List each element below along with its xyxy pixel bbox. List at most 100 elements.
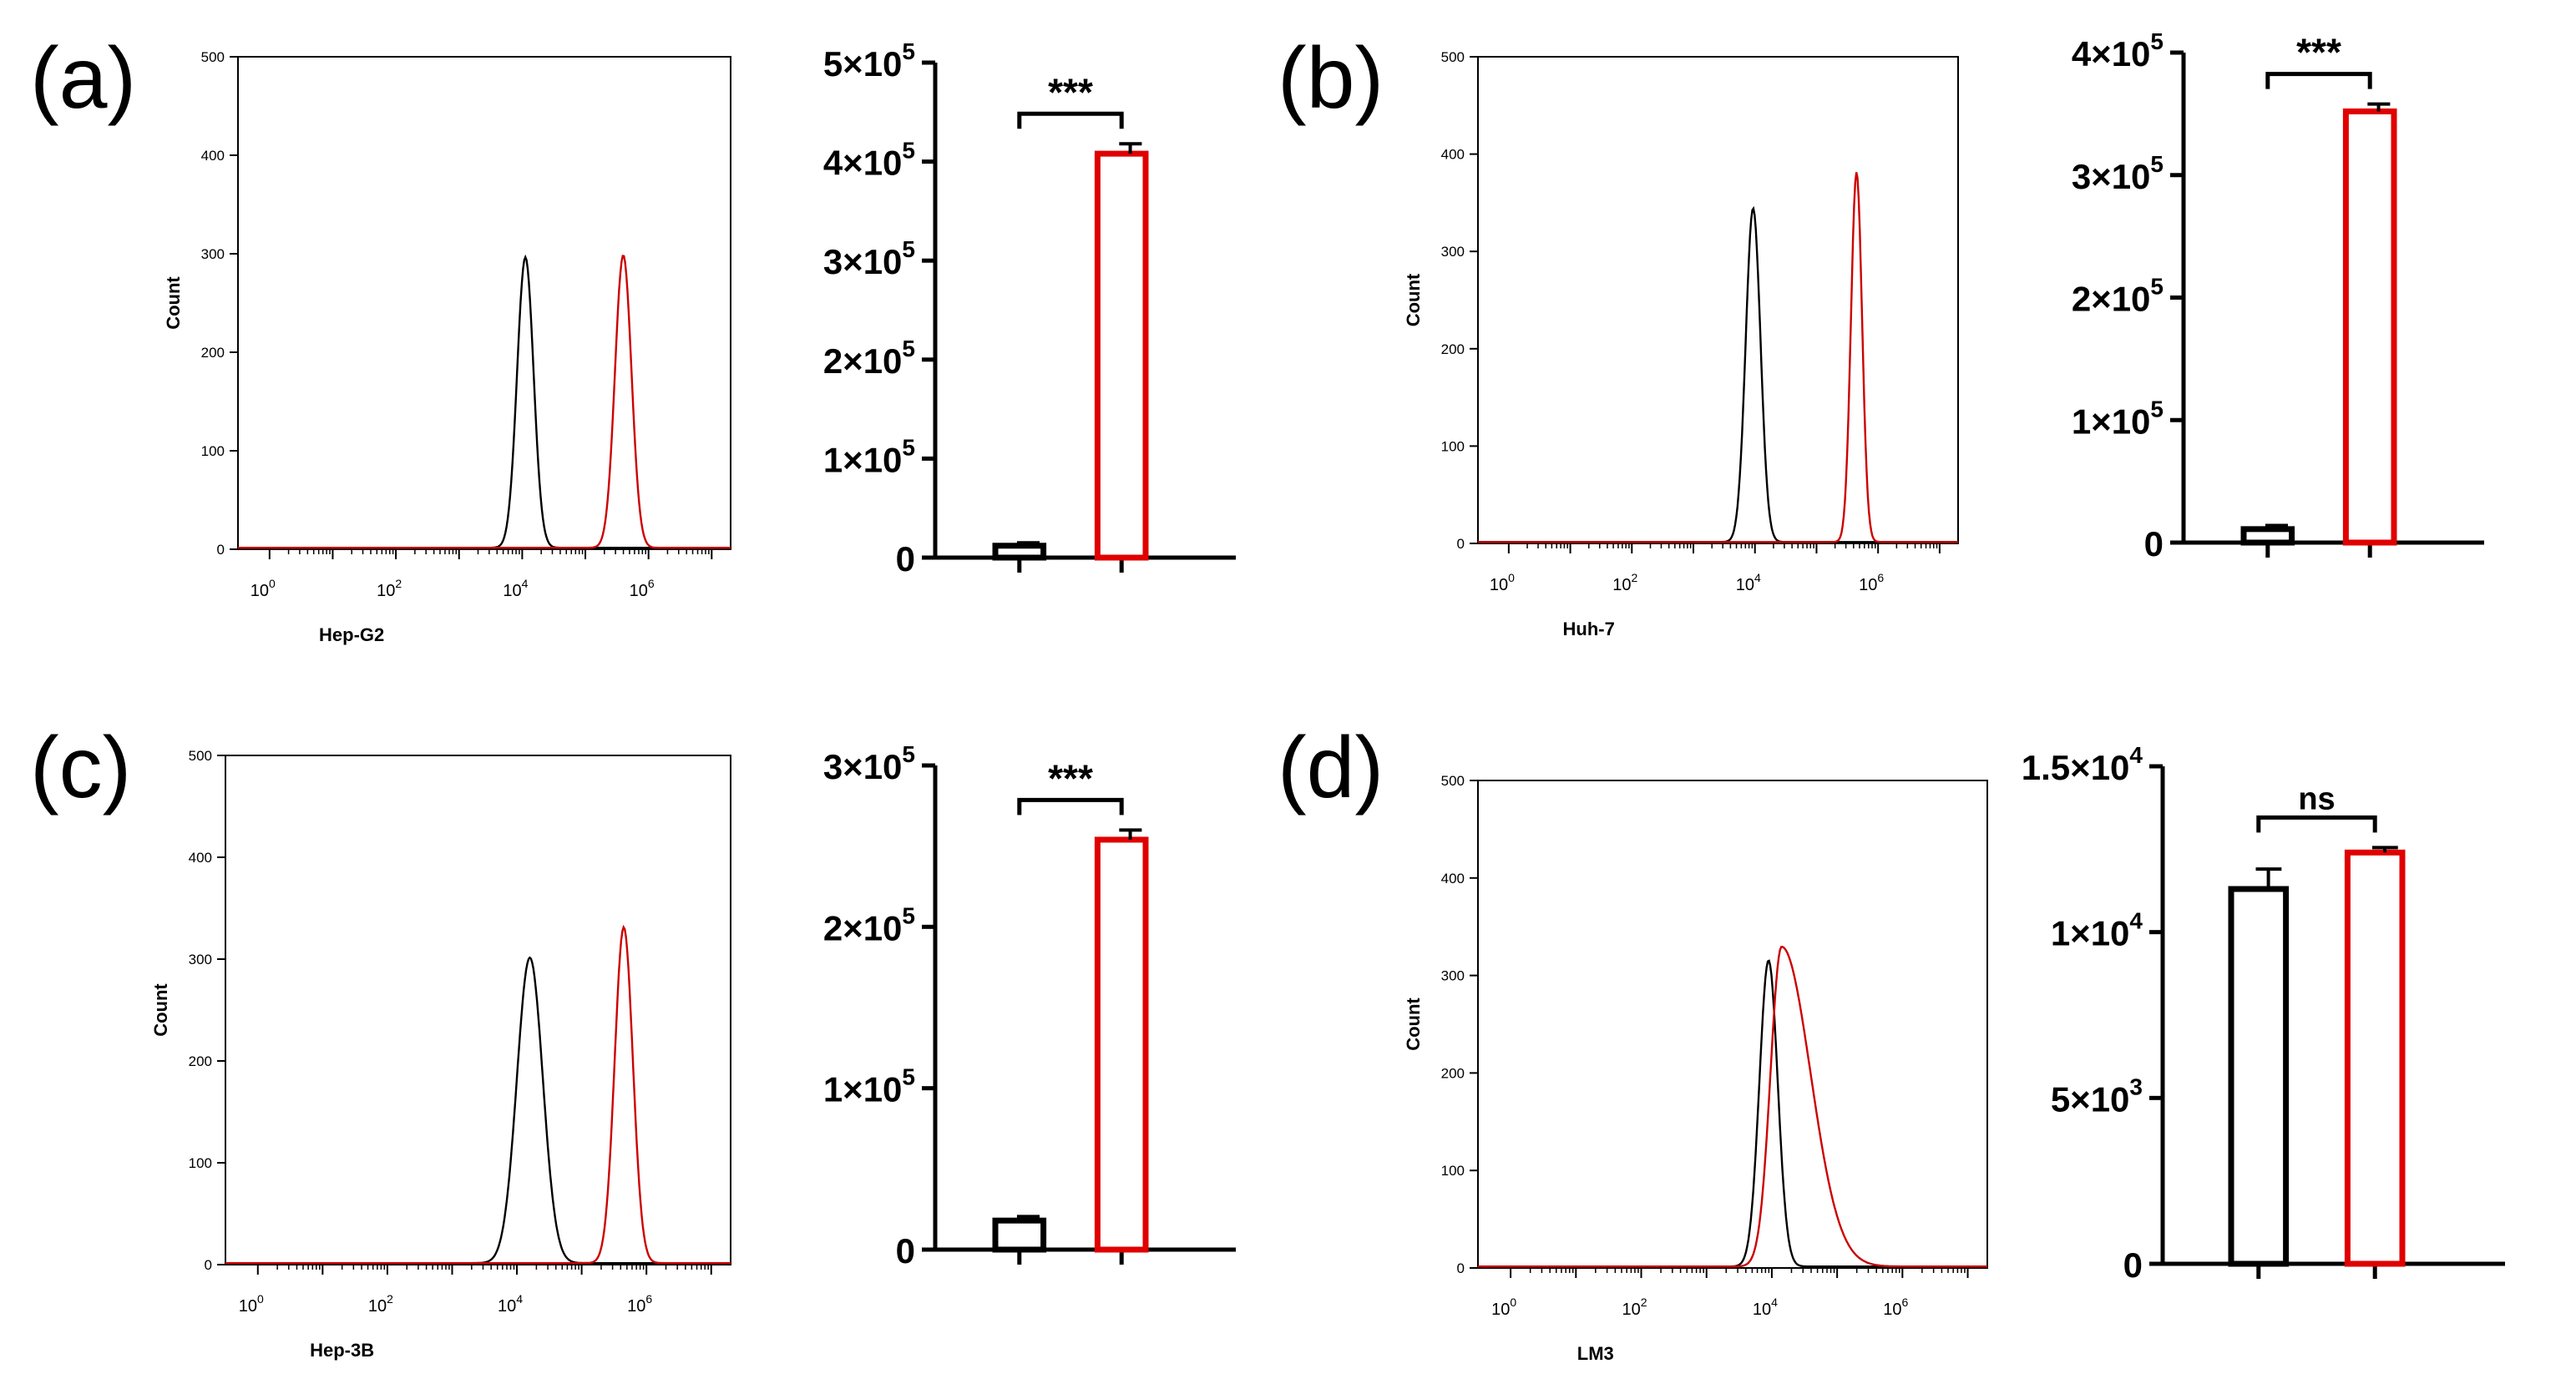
histogram-x-tick-label: 102 — [1612, 571, 1637, 594]
histogram-x-tick-label: 100 — [1491, 1296, 1516, 1319]
histogram-y-tick-label: 500 — [189, 748, 212, 764]
significance-label: *** — [1048, 756, 1093, 800]
histogram-x-tick-label: 106 — [627, 1292, 652, 1316]
bar-treated — [1094, 836, 1149, 1253]
significance-label: *** — [2296, 31, 2341, 74]
bar-treated — [1094, 150, 1149, 561]
histogram-x-tick-label: 104 — [498, 1292, 523, 1316]
bar-y-tick-label: 1×105 — [823, 1064, 915, 1109]
histogram-y-tick-label: 500 — [1441, 773, 1465, 789]
bar-y-tick-label: 1.5×104 — [2022, 742, 2143, 787]
histogram-y-tick-label: 300 — [1441, 968, 1465, 984]
histogram-y-tick-label: 200 — [201, 345, 225, 361]
histogram-y-tick-label: 0 — [1457, 1260, 1465, 1276]
bar-y-tick-label: 5×105 — [823, 38, 915, 83]
histogram-x-tick-label: 106 — [630, 577, 655, 600]
histogram-x-tick-label: 102 — [377, 577, 402, 600]
histogram-y-tick-label: 200 — [1441, 341, 1465, 357]
histogram-x-axis-label: LM3 — [1577, 1343, 1614, 1364]
panel-label-d: (d) — [1278, 720, 1384, 816]
bar-y-tick-label: 1×105 — [2072, 396, 2164, 441]
histogram-x-tick-label: 102 — [1622, 1296, 1647, 1319]
panel-label-c: (c) — [30, 720, 132, 816]
histogram-curve-control — [1478, 205, 1958, 543]
histogram-x-tick-label: 102 — [368, 1292, 393, 1316]
bar-y-tick-label: 4×105 — [2072, 28, 2164, 73]
histogram-y-tick-label: 200 — [1441, 1065, 1465, 1081]
histogram-y-axis-label: Count — [1403, 998, 1424, 1051]
histogram-y-tick-label: 100 — [1441, 438, 1465, 454]
histogram-y-tick-label: 0 — [205, 1257, 212, 1273]
histogram-y-tick-label: 100 — [189, 1155, 212, 1171]
histogram-y-tick-label: 0 — [217, 542, 225, 558]
bar-y-tick-label: 3×105 — [2072, 151, 2164, 196]
significance-bracket — [2265, 72, 2372, 89]
bar-control — [992, 1217, 1047, 1253]
bar-y-tick-label: 1×105 — [823, 434, 915, 479]
bar-treated — [2342, 108, 2397, 546]
histogram-curve-treated — [225, 924, 731, 1265]
histogram-x-axis-label: Hep-G2 — [319, 624, 384, 645]
bar-y-tick-label: 0 — [2144, 524, 2164, 563]
histogram-y-tick-label: 400 — [1441, 871, 1465, 886]
histogram-y-tick-label: 100 — [201, 443, 225, 459]
bar-y-tick-label: 4×105 — [823, 138, 915, 183]
histogram-x-tick-label: 100 — [1490, 571, 1515, 594]
histogram-frame — [1477, 56, 1959, 544]
histogram-curve-treated — [1478, 172, 1958, 543]
significance-label: ns — [2298, 781, 2335, 816]
bar-y-tick-label: 3×105 — [823, 236, 915, 281]
bar-control — [2240, 526, 2295, 546]
significance-bracket — [2256, 815, 2377, 833]
bar-y-tick-label: 0 — [896, 1231, 915, 1270]
histogram-y-axis-label: Count — [163, 276, 184, 330]
histogram-x-tick-label: 106 — [1859, 571, 1884, 594]
histogram-curve-treated — [1478, 946, 1987, 1268]
histogram-y-tick-label: 0 — [1457, 536, 1465, 552]
bar-y-tick-label: 2×105 — [823, 336, 915, 381]
histogram-x-tick-label: 104 — [1753, 1296, 1778, 1319]
histogram-curve-control — [238, 254, 731, 549]
histogram-y-tick-label: 300 — [1441, 244, 1465, 260]
histogram-x-tick-label: 100 — [251, 577, 276, 600]
histogram-y-tick-label: 500 — [1441, 49, 1465, 65]
bar-y-tick-label: 3×105 — [823, 741, 915, 786]
histogram-y-tick-label: 400 — [1441, 147, 1465, 163]
histogram-curve-treated — [238, 255, 731, 549]
significance-label: *** — [1048, 70, 1093, 114]
bar-y-tick-label: 2×105 — [2072, 274, 2164, 319]
bar-treated — [2344, 849, 2406, 1267]
histogram-y-tick-label: 400 — [201, 148, 225, 164]
histogram-y-tick-label: 500 — [201, 49, 225, 65]
histogram-curve-control — [1478, 959, 1987, 1268]
bar-y-tick-label: 2×105 — [823, 902, 915, 947]
panel-label-a: (a) — [30, 30, 137, 127]
histogram-frame — [225, 755, 731, 1265]
histogram-x-axis-label: Huh-7 — [1563, 619, 1615, 639]
histogram-y-tick-label: 300 — [189, 952, 212, 967]
bar-control — [992, 543, 1047, 561]
histogram-x-axis-label: Hep-3B — [310, 1340, 374, 1361]
bar-y-tick-label: 5×103 — [2051, 1073, 2143, 1119]
histogram-y-tick-label: 400 — [189, 850, 212, 866]
bar-control — [2228, 886, 2290, 1267]
histogram-frame — [1477, 780, 1988, 1269]
histogram-x-tick-label: 106 — [1883, 1296, 1908, 1319]
histogram-y-tick-label: 300 — [201, 246, 225, 262]
bar-y-tick-label: 0 — [2123, 1245, 2143, 1285]
bar-y-tick-label: 0 — [896, 539, 915, 578]
bar-y-tick-label: 1×104 — [2051, 908, 2143, 953]
histogram-y-axis-label: Count — [150, 983, 171, 1037]
panel-label-b: (b) — [1278, 30, 1384, 127]
histogram-y-tick-label: 100 — [1441, 1163, 1465, 1179]
significance-bracket — [1017, 797, 1124, 816]
histogram-y-axis-label: Count — [1403, 273, 1424, 326]
histogram-x-tick-label: 100 — [239, 1292, 264, 1316]
significance-bracket — [1017, 111, 1124, 129]
histogram-x-tick-label: 104 — [1736, 571, 1761, 594]
histogram-x-tick-label: 104 — [503, 577, 528, 600]
histogram-curve-control — [225, 956, 731, 1265]
histogram-frame — [237, 56, 731, 550]
histogram-y-tick-label: 200 — [189, 1053, 212, 1069]
